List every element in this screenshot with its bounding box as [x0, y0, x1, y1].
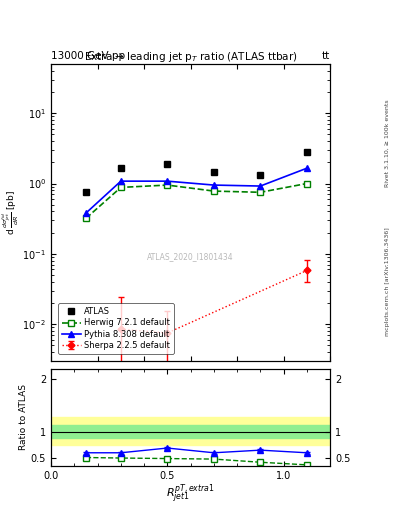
Y-axis label: Ratio to ATLAS: Ratio to ATLAS [19, 385, 28, 450]
Pythia 8.308 default [84, 210, 88, 216]
Herwig 7.2.1 default [211, 188, 216, 194]
X-axis label: $R^{pT,extra1}_{jet1}$: $R^{pT,extra1}_{jet1}$ [166, 482, 215, 505]
Pythia 8.308 default [258, 183, 263, 189]
Text: mcplots.cern.ch [arXiv:1306.3436]: mcplots.cern.ch [arXiv:1306.3436] [385, 227, 389, 336]
ATLAS [305, 149, 309, 155]
Pythia 8.308 default [119, 178, 123, 184]
Line: ATLAS: ATLAS [83, 149, 310, 196]
Bar [51, 425, 330, 438]
Text: ATLAS_2020_I1801434: ATLAS_2020_I1801434 [147, 252, 234, 262]
Y-axis label: d$\,\frac{d\sigma^{fid}_{jet}}{dR}$ [pb]: d$\,\frac{d\sigma^{fid}_{jet}}{dR}$ [pb] [1, 190, 21, 235]
Herwig 7.2.1 default [84, 215, 88, 221]
Text: tt: tt [322, 51, 330, 61]
ATLAS [119, 165, 123, 172]
Line: Pythia 8.308 default: Pythia 8.308 default [83, 165, 310, 216]
Title: Extra → leading jet p$_T$ ratio (ATLAS ttbar): Extra → leading jet p$_T$ ratio (ATLAS t… [84, 50, 298, 64]
Herwig 7.2.1 default [119, 184, 123, 190]
Herwig 7.2.1 default [165, 182, 170, 188]
ATLAS [165, 161, 170, 167]
Herwig 7.2.1 default [305, 180, 309, 186]
Herwig 7.2.1 default [258, 189, 263, 196]
Text: 13000 GeV pp: 13000 GeV pp [51, 51, 125, 61]
Text: Rivet 3.1.10, ≥ 100k events: Rivet 3.1.10, ≥ 100k events [385, 99, 389, 187]
ATLAS [211, 169, 216, 175]
Pythia 8.308 default [211, 182, 216, 188]
ATLAS [258, 173, 263, 179]
Bar [51, 417, 330, 445]
Pythia 8.308 default [165, 178, 170, 184]
Legend: ATLAS, Herwig 7.2.1 default, Pythia 8.308 default, Sherpa 2.2.5 default: ATLAS, Herwig 7.2.1 default, Pythia 8.30… [58, 303, 174, 354]
ATLAS [84, 189, 88, 196]
Line: Herwig 7.2.1 default: Herwig 7.2.1 default [83, 180, 310, 221]
Pythia 8.308 default [305, 165, 309, 172]
